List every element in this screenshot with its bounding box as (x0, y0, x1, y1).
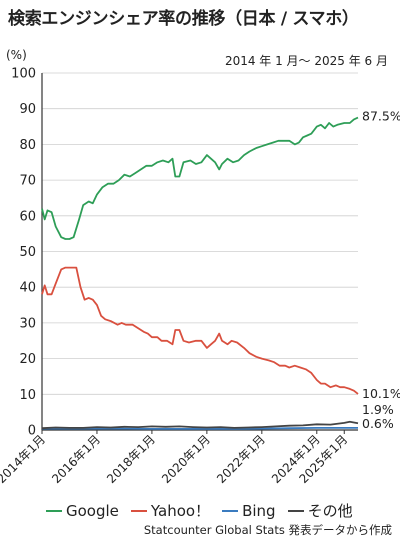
y-tick-label-70: 70 (19, 174, 36, 189)
legend-label-bing: Bing (242, 501, 276, 520)
y-tick-label-10: 10 (19, 388, 36, 403)
legend-swatch-other (287, 509, 304, 512)
y-tick-label-20: 20 (19, 352, 36, 367)
y-tick-label-40: 40 (19, 281, 36, 296)
x-tick-label-0: 2014年1月 (0, 432, 48, 486)
end-label-yahoo: 10.1% (362, 386, 400, 401)
legend-item-other: その他 (287, 500, 353, 521)
legend-label-other: その他 (307, 502, 353, 520)
legend-swatch-bing (222, 509, 239, 512)
legend-item-bing: Bing (222, 502, 276, 520)
y-tick-label-80: 80 (19, 138, 36, 153)
legend-label-yahoo: Yahoo！ (150, 502, 211, 520)
series-line-other (41, 420, 359, 430)
x-tick-label-3: 2020年1月 (159, 432, 213, 486)
y-tick-label-0: 0 (28, 424, 36, 439)
y-tick-label-100: 100 (11, 67, 36, 82)
x-tick-label-4: 2022年1月 (214, 432, 268, 486)
series-line-yahoo (41, 266, 359, 395)
period-label: 2014 年 1 月～ 2025 年 6 月 (224, 54, 388, 68)
series-line-bing (42, 427, 358, 430)
end-label-other: 1.9% (362, 402, 394, 417)
end-label-bing: 0.6% (362, 416, 394, 431)
legend-label-google: Google (66, 501, 119, 520)
y-tick-label-30: 30 (19, 316, 36, 331)
legend-item-yahoo: Yahoo！ (130, 500, 211, 521)
chart-legend: Google Yahoo！ Bing その他 (46, 500, 365, 521)
chart-title: 検索エンジンシェア率の推移（日本 / スマホ） (8, 9, 359, 29)
end-label-google: 87.5% (362, 109, 400, 124)
x-tick-label-1: 2016年1月 (49, 432, 103, 486)
x-tick-label-2: 2018年1月 (104, 432, 158, 486)
legend-item-google: Google (46, 502, 119, 520)
series-line-google (41, 116, 359, 240)
y-tick-label-90: 90 (19, 102, 36, 117)
y-tick-label-60: 60 (19, 209, 36, 224)
y-axis-unit: (%) (6, 48, 27, 62)
y-tick-label-50: 50 (19, 245, 36, 260)
legend-swatch-yahoo (130, 509, 147, 512)
source-note: Statcounter Global Stats 発表データから作成 (143, 523, 392, 537)
legend-swatch-google (46, 509, 62, 512)
